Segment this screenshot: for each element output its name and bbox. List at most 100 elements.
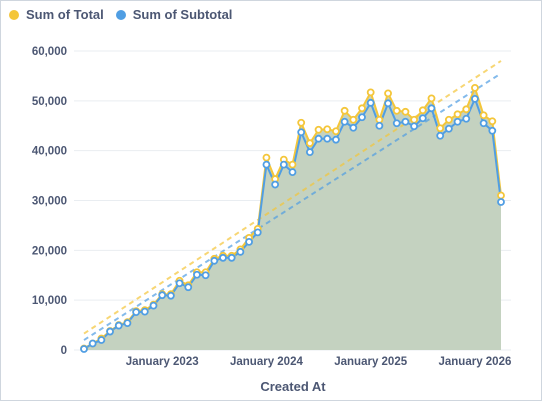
- data-point-subtotal[interactable]: [349, 123, 358, 132]
- data-point-subtotal[interactable]: [149, 301, 158, 310]
- x-tick-label: January 2026: [438, 356, 511, 368]
- legend-item-total[interactable]: Sum of Total: [9, 7, 104, 22]
- data-point-total[interactable]: [418, 106, 427, 115]
- y-axis-ticks: 0 10,000 20,000 30,000 40,000 50,000 60,000: [32, 46, 67, 357]
- y-tick-label: 60,000: [32, 46, 67, 58]
- data-point-subtotal[interactable]: [418, 114, 427, 123]
- data-point-subtotal[interactable]: [332, 135, 340, 144]
- data-point-total[interactable]: [444, 115, 453, 124]
- data-point-subtotal[interactable]: [279, 160, 288, 169]
- x-axis-title: Created At: [260, 379, 326, 394]
- data-point-total[interactable]: [453, 110, 462, 119]
- y-tick-label: 20,000: [32, 245, 67, 257]
- data-point-total[interactable]: [305, 139, 314, 148]
- data-point-total[interactable]: [462, 105, 471, 114]
- data-point-total[interactable]: [401, 107, 410, 116]
- data-point-subtotal[interactable]: [297, 128, 306, 137]
- data-point-subtotal[interactable]: [201, 271, 210, 280]
- data-point-subtotal[interactable]: [193, 270, 201, 279]
- data-point-subtotal[interactable]: [358, 113, 366, 122]
- data-point-total[interactable]: [366, 88, 375, 97]
- legend-dot-subtotal: [115, 9, 126, 20]
- data-point-subtotal[interactable]: [288, 168, 297, 176]
- y-tick-label: 40,000: [32, 146, 67, 158]
- data-point-total[interactable]: [471, 83, 479, 92]
- y-tick-label: 0: [61, 345, 67, 357]
- data-point-subtotal[interactable]: [184, 283, 193, 292]
- data-point-total[interactable]: [349, 115, 358, 124]
- data-point-total[interactable]: [358, 104, 366, 113]
- data-point-subtotal[interactable]: [384, 99, 392, 108]
- data-point-total[interactable]: [427, 94, 436, 103]
- data-point-subtotal[interactable]: [123, 319, 132, 327]
- data-point-subtotal[interactable]: [479, 119, 488, 128]
- data-point-subtotal[interactable]: [410, 122, 419, 131]
- data-point-subtotal[interactable]: [166, 291, 175, 300]
- y-tick-label: 10,000: [32, 295, 67, 307]
- data-point-subtotal[interactable]: [314, 134, 323, 143]
- data-point-total[interactable]: [488, 117, 497, 126]
- data-point-subtotal[interactable]: [427, 104, 436, 113]
- data-point-subtotal[interactable]: [392, 119, 401, 128]
- data-point-subtotal[interactable]: [114, 321, 123, 330]
- data-point-total[interactable]: [340, 106, 349, 115]
- data-point-subtotal[interactable]: [305, 148, 314, 157]
- data-point-total[interactable]: [314, 125, 323, 134]
- data-point-subtotal[interactable]: [245, 237, 253, 246]
- data-point-total[interactable]: [392, 106, 401, 115]
- data-point-subtotal[interactable]: [453, 117, 462, 126]
- x-axis-ticks: January 2023 January 2024 January 2025 Janu…: [126, 356, 512, 368]
- data-point-subtotal[interactable]: [227, 253, 236, 262]
- data-point-subtotal[interactable]: [436, 131, 445, 140]
- legend-dot-total: [9, 9, 19, 20]
- series-points: [80, 83, 505, 353]
- area-fill: [84, 87, 501, 350]
- x-tick-label: January 2025: [334, 356, 407, 368]
- data-point-subtotal[interactable]: [132, 308, 141, 317]
- data-point-total[interactable]: [384, 89, 392, 98]
- data-point-subtotal[interactable]: [97, 336, 106, 344]
- legend-item-subtotal[interactable]: Sum of Subtotal: [115, 7, 233, 22]
- data-point-subtotal[interactable]: [471, 94, 479, 103]
- data-point-total[interactable]: [332, 127, 340, 136]
- data-point-subtotal[interactable]: [497, 198, 505, 206]
- data-point-subtotal[interactable]: [366, 98, 375, 107]
- data-point-total[interactable]: [297, 118, 306, 127]
- data-point-subtotal[interactable]: [219, 253, 227, 262]
- legend-label-subtotal: Sum of Subtotal: [132, 7, 233, 22]
- data-point-total[interactable]: [288, 160, 297, 169]
- data-point-subtotal[interactable]: [401, 117, 410, 126]
- data-point-subtotal[interactable]: [323, 134, 332, 143]
- data-point-subtotal[interactable]: [236, 247, 245, 256]
- data-point-subtotal[interactable]: [271, 180, 280, 189]
- data-point-subtotal[interactable]: [488, 126, 497, 135]
- data-point-total[interactable]: [410, 115, 419, 124]
- x-tick-label: January 2024: [230, 356, 303, 368]
- data-point-subtotal[interactable]: [158, 291, 167, 300]
- data-point-total[interactable]: [323, 125, 332, 134]
- data-point-total[interactable]: [262, 153, 271, 162]
- data-point-subtotal[interactable]: [262, 160, 271, 169]
- data-point-subtotal[interactable]: [253, 228, 262, 237]
- y-tick-label: 30,000: [32, 196, 67, 208]
- area-total: [84, 87, 501, 350]
- y-tick-label: 50,000: [32, 96, 67, 108]
- data-point-subtotal[interactable]: [88, 339, 97, 348]
- data-point-subtotal[interactable]: [375, 121, 384, 130]
- data-point-subtotal[interactable]: [106, 327, 114, 336]
- x-tick-label: January 2023: [126, 356, 199, 368]
- data-point-total[interactable]: [479, 111, 488, 120]
- data-point-subtotal[interactable]: [210, 256, 219, 265]
- data-point-subtotal[interactable]: [462, 114, 471, 123]
- data-point-subtotal[interactable]: [80, 345, 88, 353]
- data-point-subtotal[interactable]: [444, 124, 453, 133]
- data-point-subtotal[interactable]: [175, 279, 184, 288]
- data-point-subtotal[interactable]: [340, 117, 349, 126]
- trend-line-subtotal: [83, 72, 502, 341]
- data-point-total[interactable]: [436, 124, 445, 133]
- data-point-total[interactable]: [497, 191, 505, 200]
- legend-label-total: Sum of Total: [26, 7, 104, 22]
- data-point-subtotal[interactable]: [140, 307, 149, 316]
